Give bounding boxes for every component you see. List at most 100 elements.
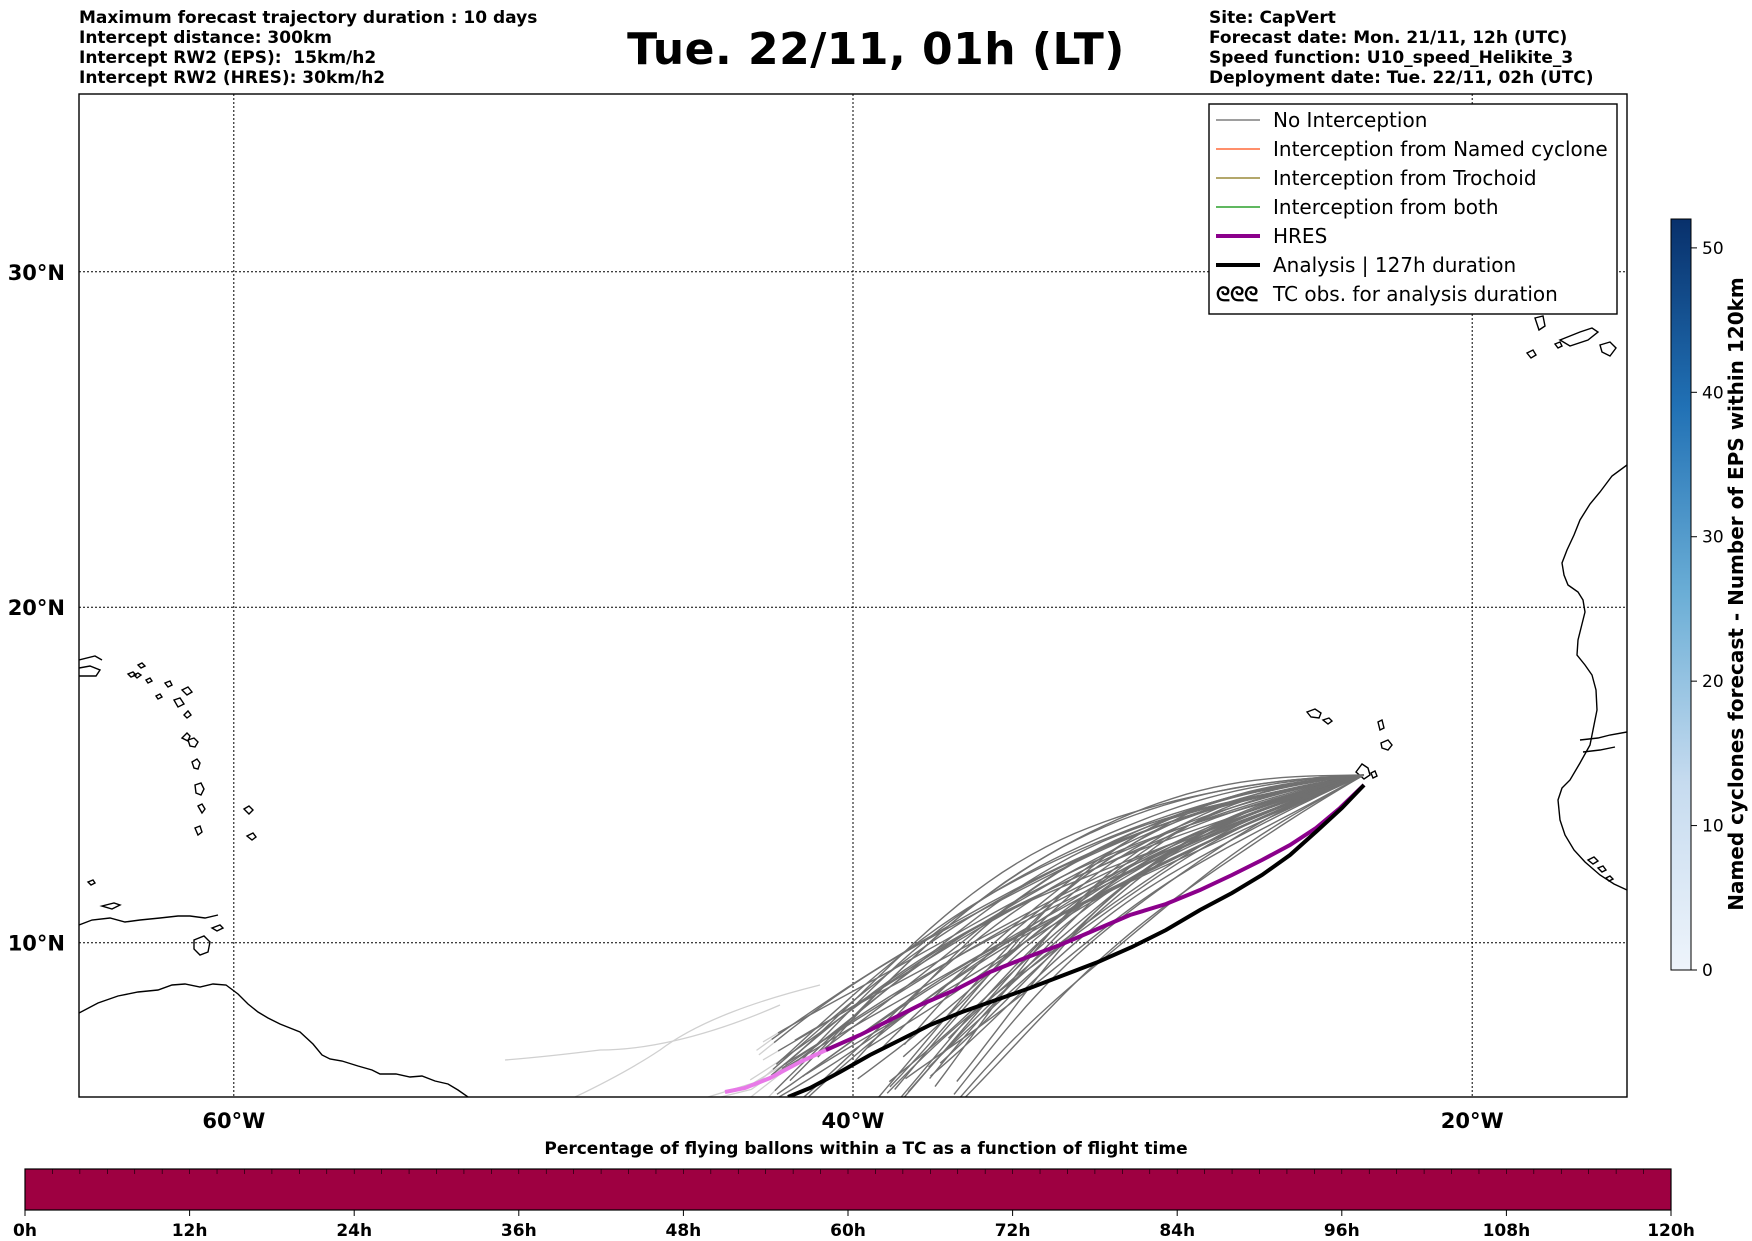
curacao-island (99, 902, 122, 910)
flight-time-tick-label: 84h (1159, 1221, 1195, 1241)
latitude-labels: 30°N 20°N 10°N (8, 261, 65, 956)
virgin-islands (132, 672, 143, 679)
antilles-14 (144, 677, 154, 684)
flight-time-tick-label: 72h (995, 1221, 1031, 1241)
lon-label: 40°W (822, 1109, 885, 1133)
gambia-inlet (1582, 746, 1616, 753)
colorbar-tick-label: 10 (1702, 817, 1724, 837)
ensemble-track-late (705, 1063, 785, 1097)
lon-label: 20°W (1441, 1109, 1504, 1133)
tobago-island (210, 924, 225, 932)
lat-label: 10°N (8, 932, 65, 956)
ensemble-track (857, 774, 1365, 1080)
ensemble-track (902, 774, 1364, 1058)
canary-3 (1599, 341, 1617, 357)
capeverde-7 (1370, 770, 1378, 779)
max-duration-text: Maximum forecast trajectory duration : 1… (79, 8, 538, 28)
colorbar-tick-label: 50 (1702, 239, 1724, 259)
canary-1 (1534, 315, 1546, 332)
capeverde-3 (1377, 718, 1385, 732)
flight-time-tick-label: 36h (501, 1221, 537, 1241)
puerto-rico-north (79, 655, 103, 661)
antilles-3 (194, 782, 205, 796)
ensemble-track (877, 774, 1364, 1097)
flight-time-tick-label: 108h (1483, 1221, 1531, 1241)
capeverde-2 (1321, 717, 1334, 725)
antilles-11 (163, 680, 173, 688)
legend-label: Interception from Named cyclone (1273, 137, 1608, 161)
legend-label: HRES (1273, 224, 1327, 248)
flight-time-tick-label: 0h (13, 1221, 37, 1241)
senegal-inlet (1579, 731, 1627, 741)
named-cyclones-colorbar: Named cyclones forecast - Number of EPS … (1670, 218, 1748, 981)
antilles-10 (180, 686, 194, 696)
antilles-15 (154, 693, 164, 700)
south-america-coast (79, 983, 469, 1097)
ensemble-track (903, 774, 1364, 1097)
canary-5 (1553, 341, 1563, 349)
antilles-6 (180, 732, 191, 742)
late-ensemble-trajectories (504, 984, 821, 1118)
deployment-date-text: Deployment date: Tue. 22/11, 02h (UTC) (1209, 68, 1594, 88)
flight-time-tick-label: 48h (666, 1221, 702, 1241)
antilles-5 (194, 825, 203, 837)
legend-label: No Interception (1273, 108, 1427, 132)
ensemble-track (934, 774, 1364, 1088)
flight-time-tick-label: 12h (172, 1221, 208, 1241)
page-title: Tue. 22/11, 01h (LT) (627, 24, 1125, 75)
colorbar-tick-label: 30 (1702, 528, 1724, 548)
colorbar-tick-label: 0 (1702, 961, 1713, 981)
flight-time-tick-label: 60h (830, 1221, 866, 1241)
antilles-8 (183, 709, 192, 719)
intercept-distance-text: Intercept distance: 300km (79, 28, 332, 48)
capeverde-5 (1355, 763, 1371, 780)
ensemble-track (808, 774, 1364, 1061)
forecast-date-text: Forecast date: Mon. 21/11, 12h (UTC) (1209, 28, 1568, 48)
flight-time-tick-label: 24h (336, 1221, 372, 1241)
lat-label: 20°N (8, 596, 65, 620)
antilles-9 (172, 697, 186, 708)
ensemble-track (905, 774, 1365, 1080)
ensemble-track-late (640, 1098, 777, 1118)
legend-label: TC obs. for analysis duration (1272, 282, 1558, 306)
antilles-4 (197, 803, 206, 815)
legend-label: Analysis | 127h duration (1273, 253, 1516, 277)
intercept-eps-text: Intercept RW2 (EPS): 15km/h2 (79, 48, 377, 68)
coastlines (79, 315, 1627, 1097)
analysis-trajectory (787, 783, 1366, 1097)
ensemble-track-late (504, 1004, 781, 1061)
antilles-13 (126, 671, 138, 678)
capeverde-4 (1380, 739, 1393, 751)
trinidad-island (193, 935, 211, 956)
lat-label: 30°N (8, 261, 65, 285)
header-left-info: Maximum forecast trajectory duration : 1… (79, 8, 537, 88)
barbados-island (242, 805, 254, 815)
colorbar-tick-label: 40 (1702, 383, 1724, 403)
bissagos-islands (1586, 856, 1615, 882)
ensemble-track-late (762, 1050, 779, 1061)
intercept-hres-text: Intercept RW2 (HRES): 30km/h2 (79, 68, 386, 88)
ensemble-track (774, 774, 1365, 1075)
hres-trajectory (825, 783, 1366, 1052)
flight-time-tick-label: 96h (1324, 1221, 1360, 1241)
legend-label: Interception from Trochoid (1273, 166, 1537, 190)
ensemble-track (770, 774, 1364, 1076)
ensemble-track (789, 774, 1364, 1082)
ensemble-track-late (749, 1059, 782, 1081)
map-frame (78, 93, 1628, 1098)
lon-label: 60°W (202, 1109, 265, 1133)
capeverde-1 (1305, 708, 1322, 719)
canary-2 (1558, 327, 1600, 347)
ensemble-track (781, 774, 1365, 1069)
named-cyclones-colorbar-fill (1670, 218, 1692, 971)
canary-4 (1525, 349, 1537, 359)
site-text: Site: CapVert (1209, 8, 1336, 28)
antilles-7 (245, 832, 257, 841)
flight-time-colorbar-title: Percentage of flying ballons within a TC… (544, 1139, 1187, 1159)
africa-coast (1557, 464, 1627, 891)
legend: No Interception Interception from Named c… (1208, 103, 1618, 315)
antilles-1 (187, 737, 199, 748)
ensemble-track-late (762, 1032, 779, 1043)
antilles-12 (136, 662, 147, 669)
